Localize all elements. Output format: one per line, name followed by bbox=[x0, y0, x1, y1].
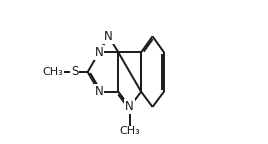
Text: N: N bbox=[104, 30, 113, 43]
Text: S: S bbox=[71, 66, 79, 78]
Text: CH₃: CH₃ bbox=[119, 126, 140, 137]
Text: N: N bbox=[95, 46, 103, 59]
Text: N: N bbox=[125, 100, 134, 113]
Text: CH₃: CH₃ bbox=[43, 67, 64, 77]
Text: N: N bbox=[95, 85, 103, 98]
